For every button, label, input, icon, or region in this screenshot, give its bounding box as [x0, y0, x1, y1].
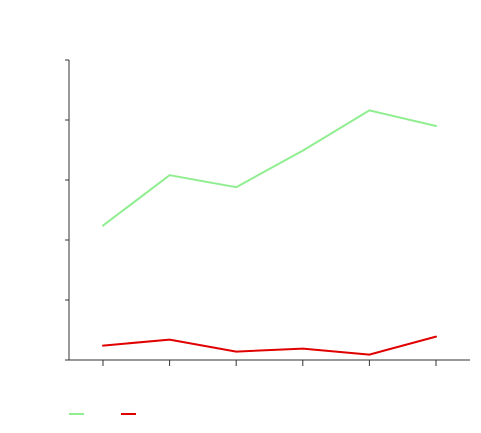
series-line-2: [102, 335, 437, 356]
x-ticks: [102, 360, 437, 366]
y-ticks: [65, 59, 69, 361]
series-line-1: [102, 109, 437, 227]
chart-axes: [65, 59, 470, 366]
series-group: [102, 109, 437, 356]
